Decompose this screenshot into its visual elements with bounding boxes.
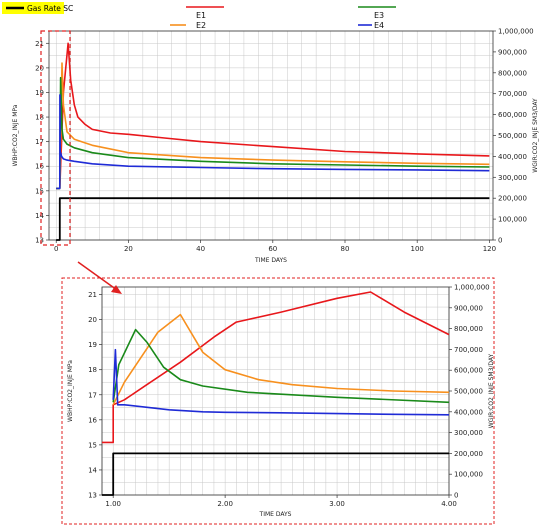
zoom-chart: 13 14 15 16 17 18 19 20 21 0 100,000 200,000 300,000…: [67, 284, 495, 519]
series-line-e3: [56, 76, 490, 190]
y-right-tick-label: 0: [454, 492, 458, 500]
x-tick-label: 20: [124, 245, 133, 253]
zoom-arrow-shaft: [77, 261, 118, 291]
legend-e1-label: E1: [196, 11, 206, 20]
y-right-tick-label: 1,000,000: [454, 284, 490, 292]
x-tick-label: 120: [483, 245, 496, 253]
x-axis-label: TIME DAYS: [254, 257, 287, 264]
zoom-arrow-head: [111, 285, 122, 294]
y-right-tick-label: 400,000: [454, 408, 483, 416]
y-right-tick-label: 200,000: [498, 195, 527, 203]
y-left-tick-label: 17: [35, 138, 44, 146]
series-line-e2: [56, 62, 490, 190]
y-right-tick-label: 100,000: [498, 216, 527, 224]
zoom-region-box: [40, 30, 71, 246]
y-left-axis-label: WBHP:CO2_INJE MPa: [12, 104, 19, 166]
zoom-panel-border: [61, 277, 495, 525]
y-right-tick-label: 100,000: [454, 471, 483, 479]
y-left-tick-label: 14: [88, 466, 97, 474]
y-right-tick-label: 300,000: [454, 429, 483, 437]
y-left-tick-label: 18: [88, 366, 97, 374]
legend-gas-label: Gas Rate SC: [27, 4, 73, 13]
y-right-tick-label: 600,000: [498, 111, 527, 119]
y-left-tick-label: 17: [88, 391, 97, 399]
y-left-tick-label: 19: [35, 89, 44, 97]
legend-e4-label: E4: [374, 21, 384, 30]
x-tick-label: 80: [341, 245, 350, 253]
zoom-annotation: [40, 30, 495, 525]
series-line-gas-rate-sc: [56, 197, 490, 241]
y-left-tick-label: 14: [35, 212, 44, 220]
y-right-tick-label: 800,000: [454, 325, 483, 333]
y-right-tick-label: 700,000: [498, 90, 527, 98]
y-right-tick-label: 800,000: [498, 69, 527, 77]
y-right-tick-label: 700,000: [454, 346, 483, 354]
y-left-tick-label: 13: [35, 237, 44, 245]
y-left-tick-label: 13: [88, 492, 97, 500]
y-right-tick-label: 900,000: [454, 304, 483, 312]
series-line-e1: [56, 42, 490, 190]
y-left-tick-label: 20: [35, 64, 44, 72]
series-line-e3: [112, 328, 450, 404]
y-left-axis-label: WBHP:CO2_INJE MPa: [67, 360, 74, 422]
y-right-tick-label: 600,000: [454, 367, 483, 375]
y-right-tick-label: 300,000: [498, 174, 527, 182]
x-tick-label: 1.00: [105, 500, 121, 508]
x-tick-label: 4.00: [441, 500, 457, 508]
x-tick-label: 2.00: [217, 500, 233, 508]
y-left-tick-label: 20: [88, 316, 97, 324]
series-line-e4: [56, 94, 490, 190]
x-tick-label: 3.00: [329, 500, 345, 508]
overview-chart: 13 14 15 16 17 18 19 20 21 0 100,000 200,000 300,000…: [12, 28, 539, 265]
x-tick-label: 0: [54, 245, 58, 253]
series-line-gas-rate-sc: [102, 452, 449, 496]
plot-frame: [48, 30, 494, 241]
y-right-tick-label: 500,000: [454, 388, 483, 396]
y-left-tick-label: 16: [35, 163, 44, 171]
series-line-e4: [112, 348, 450, 416]
y-left-tick-label: 21: [35, 40, 44, 48]
y-right-tick-label: 200,000: [454, 450, 483, 458]
y-right-axis-label: WGIR:CO2_INJE SM3/DAY: [488, 353, 495, 428]
y-right-tick-label: 500,000: [498, 132, 527, 140]
series-line-e2: [112, 313, 450, 406]
y-left-tick-label: 21: [88, 291, 97, 299]
legend: Gas Rate SC E1 E2 E3 E4: [2, 2, 396, 30]
y-right-tick-label: 900,000: [498, 48, 527, 56]
x-tick-label: 60: [268, 245, 277, 253]
y-left-tick-label: 19: [88, 341, 97, 349]
y-right-tick-label: 1,000,000: [498, 28, 534, 36]
y-right-tick-label: 0: [498, 237, 502, 245]
x-tick-label: 40: [196, 245, 205, 253]
legend-e3-label: E3: [374, 11, 384, 20]
y-left-tick-label: 16: [88, 416, 97, 424]
legend-highlight-bg: [2, 2, 64, 14]
y-left-tick-label: 15: [35, 187, 44, 195]
y-right-axis-label: WGIR:CO2_INJE SM3/DAY: [532, 98, 539, 173]
legend-e2-label: E2: [196, 21, 206, 30]
x-tick-label: 100: [411, 245, 424, 253]
y-right-tick-label: 400,000: [498, 153, 527, 161]
y-left-tick-label: 15: [88, 441, 97, 449]
x-axis-label: TIME DAYS: [259, 511, 292, 518]
y-left-tick-label: 18: [35, 114, 44, 122]
